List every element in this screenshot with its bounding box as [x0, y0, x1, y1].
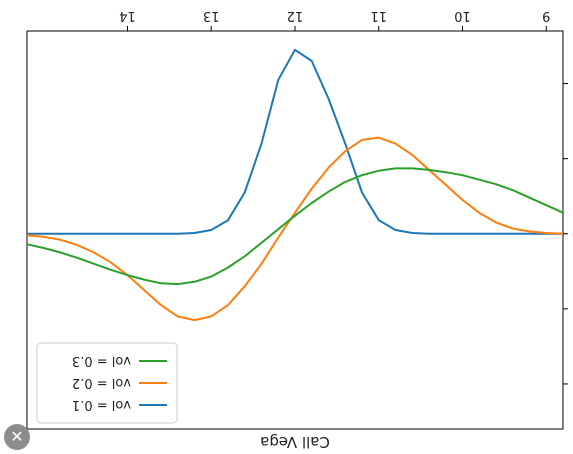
close-button[interactable]: ✕ — [4, 424, 30, 450]
legend: vol = 0.1 vol = 0.2 vol = 0.3 — [36, 342, 178, 424]
x-axis: 9 10 11 12 13 14 — [119, 8, 550, 31]
series-line-2 — [26, 167, 564, 286]
x-tick-label: 14 — [119, 8, 136, 23]
x-tick-label: 11 — [370, 8, 387, 23]
series-line-0 — [27, 48, 563, 235]
y-axis: -2-1012 — [563, 76, 573, 391]
legend-label-0: vol = 0.1 — [72, 397, 131, 412]
x-tick-label: 10 — [454, 8, 471, 23]
series-line-1 — [26, 136, 564, 322]
legend-label-1: vol = 0.2 — [72, 375, 131, 390]
series-lines — [26, 48, 564, 322]
legend-box — [36, 342, 178, 424]
chart-title: Call Vega — [260, 433, 330, 451]
x-tick-label: 13 — [203, 8, 220, 23]
x-tick-label: 12 — [287, 8, 304, 23]
legend-label-2: vol = 0.3 — [72, 353, 131, 368]
x-tick-label: 9 — [542, 8, 550, 23]
